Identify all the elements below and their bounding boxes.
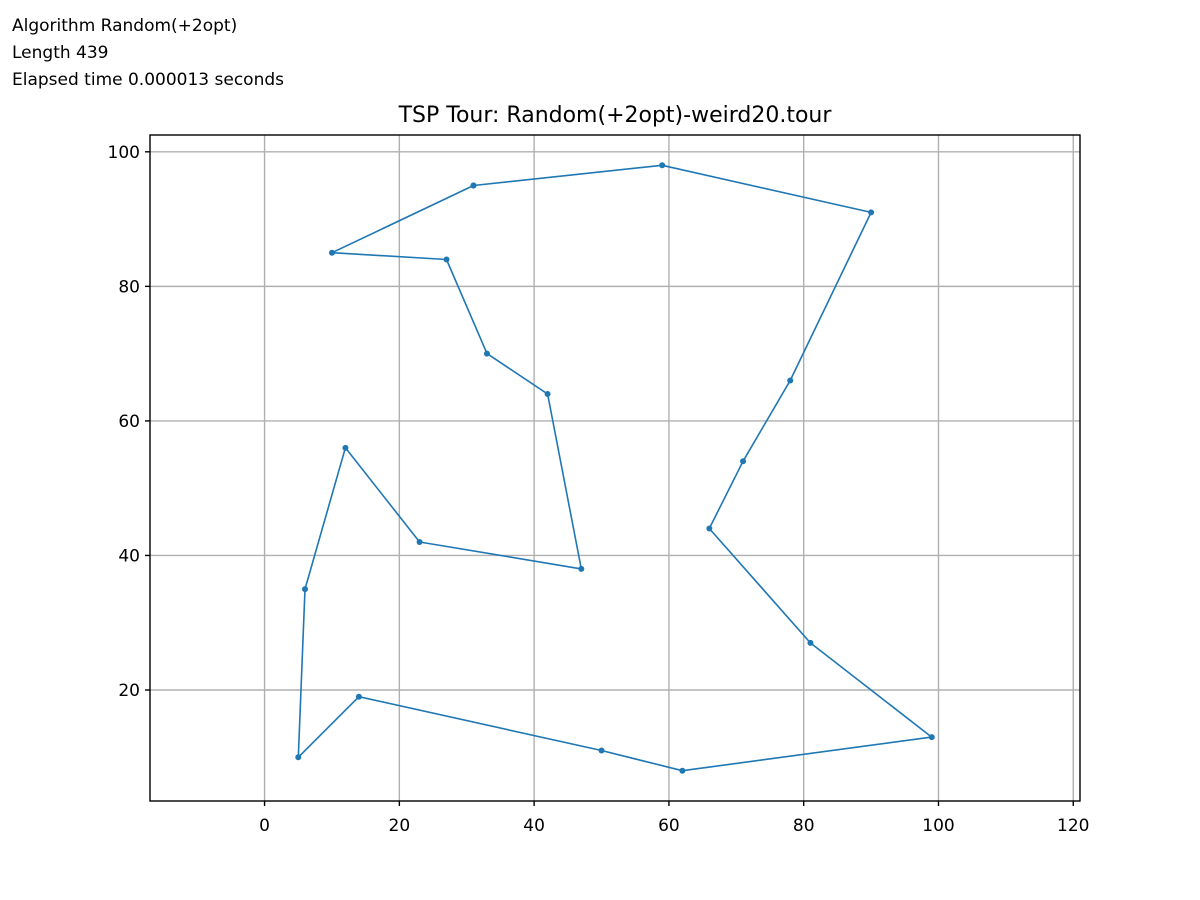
x-tick-label: 120 <box>1057 816 1089 836</box>
city-point <box>416 539 423 545</box>
city-point <box>295 754 302 761</box>
city-point <box>659 162 666 169</box>
x-tick-label: 60 <box>658 816 680 836</box>
length-label: Length 439 <box>12 43 109 63</box>
city-point <box>544 391 551 397</box>
city-point <box>302 586 308 593</box>
city-point <box>787 377 794 384</box>
city-point <box>807 639 814 646</box>
city-point <box>598 747 605 754</box>
y-tick-label: 80 <box>118 277 140 297</box>
city-point <box>868 209 875 216</box>
tick-layer: 0 20 40 60 80 100 120 20 40 60 80 100 <box>108 143 1090 836</box>
algorithm-label: Algorithm Random(+2opt) <box>12 16 238 36</box>
x-tick-label: 80 <box>793 816 815 836</box>
tour-layer <box>295 162 935 774</box>
city-point <box>342 444 349 451</box>
city-point <box>483 350 490 357</box>
y-tick-label: 40 <box>118 546 140 566</box>
elapsed-time-label: Elapsed time 0.000013 seconds <box>12 70 284 90</box>
tour-line <box>297 164 933 772</box>
city-point <box>355 693 362 700</box>
x-tick-label: 100 <box>922 816 954 836</box>
city-point <box>470 182 477 189</box>
city-point <box>928 734 935 741</box>
y-tick-label: 20 <box>118 681 140 701</box>
city-point <box>706 525 713 532</box>
x-tick-label: 40 <box>523 816 545 836</box>
y-tick-label: 60 <box>118 412 140 432</box>
city-point <box>578 565 585 572</box>
x-tick-label: 20 <box>389 816 411 836</box>
city-point <box>679 767 686 774</box>
city-point <box>443 256 450 263</box>
grid-layer <box>150 135 1080 801</box>
plot-frame <box>149 134 1081 802</box>
chart-title: TSP Tour: Random(+2opt)-weird20.tour <box>398 103 833 128</box>
y-tick-label: 100 <box>108 143 140 163</box>
x-tick-label: 0 <box>259 816 270 836</box>
city-point <box>740 458 747 465</box>
city-point <box>328 249 335 256</box>
